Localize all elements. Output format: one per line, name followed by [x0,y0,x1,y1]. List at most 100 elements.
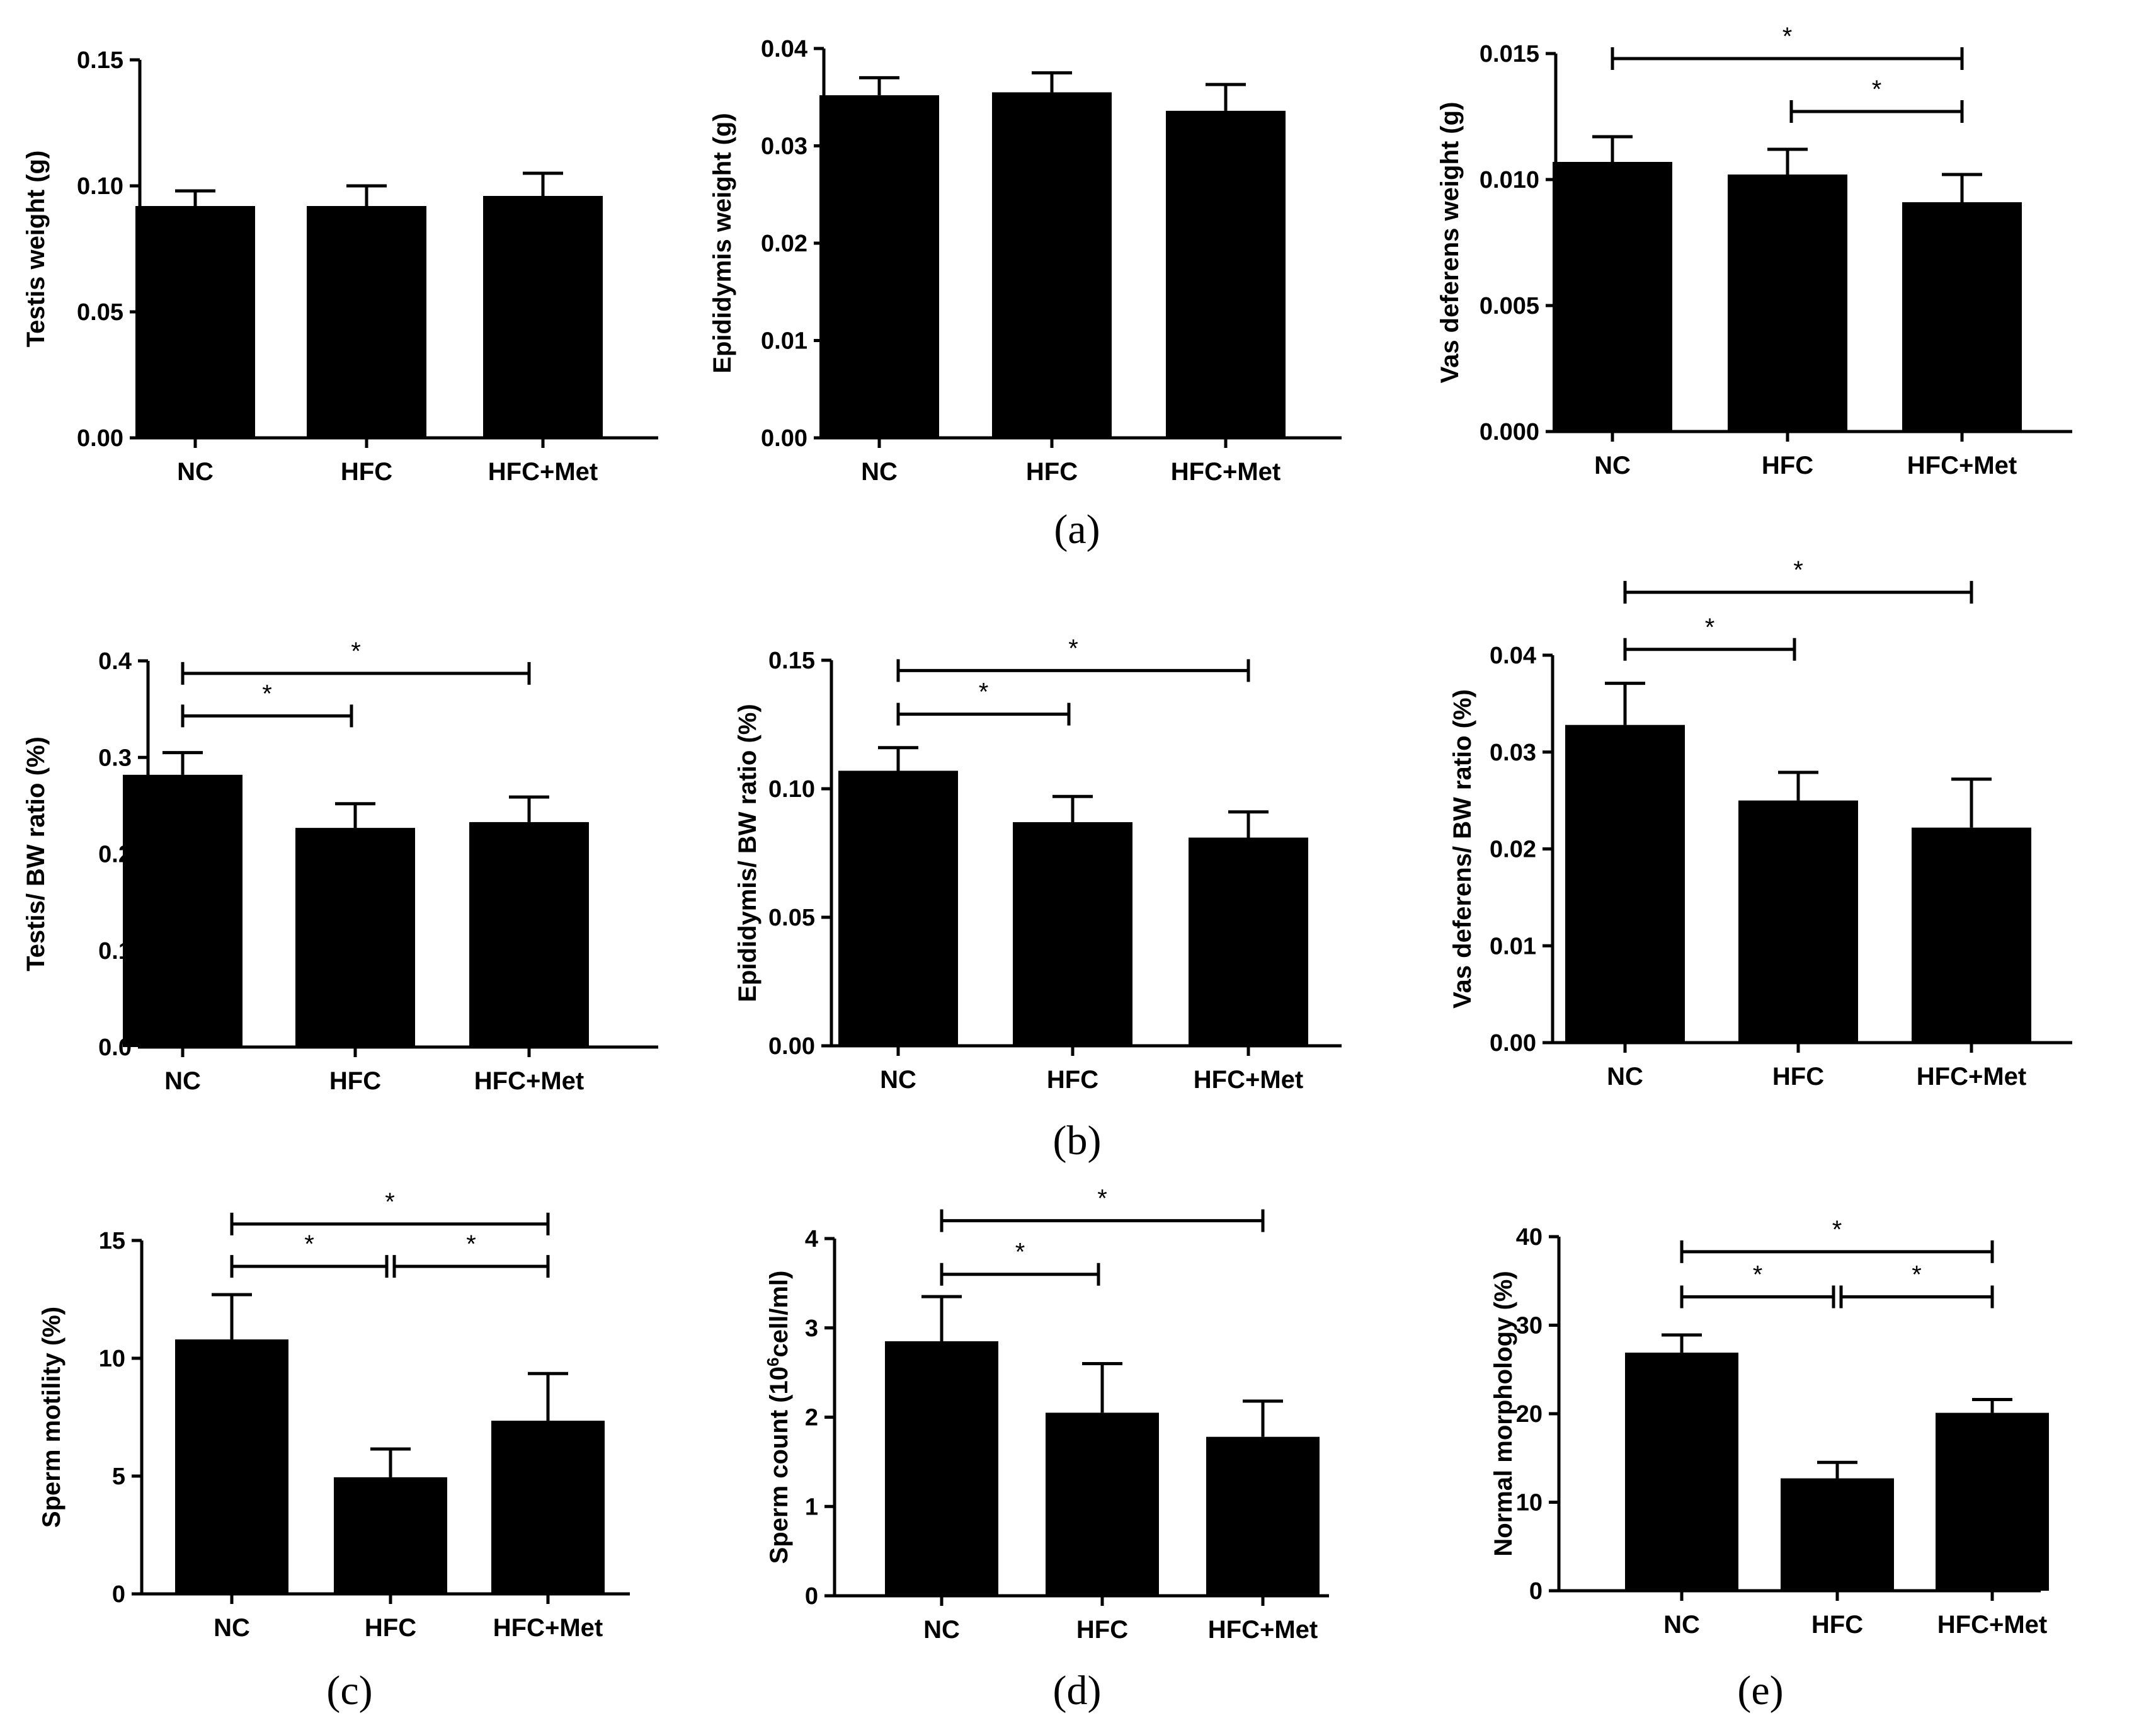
error-bar [1778,770,1818,801]
error-bar [1972,1398,2012,1413]
chart-epididymis-weight: 0.00 0.01 0.02 0.03 0.04 NC HFC HFC+Met Epididym… [709,36,1342,486]
significance-bracket [1623,638,1796,661]
bar-HFC+Met [1936,1412,2049,1591]
chart-normal-morphology: 0 10 20 30 40 NC HFC HFC+Met Normal morphology (… [1490,1216,2049,1639]
panel-label-e: (e) [1737,1668,1783,1714]
significance-bracket [1839,1285,1994,1309]
error-bar [1032,71,1072,93]
significance-bracket [1680,1285,1835,1309]
bar-NC [819,95,939,438]
y-tick-label: 0 [1529,1578,1543,1605]
significance-star: * [304,1230,314,1258]
y-tick-label: 0 [805,1583,818,1610]
significance-bracket [1611,47,1964,70]
y-tick-label: 10 [99,1346,125,1372]
y-tick-label: 0.15 [77,47,123,74]
bar-NC [1553,162,1672,432]
y-tick-label: 0.04 [1490,643,1536,669]
bar-HFC [1013,822,1132,1046]
y-tick-label: 0.000 [1480,419,1539,445]
error-bar [335,802,375,828]
x-tick-label: HFC [1026,458,1078,486]
significance-bracket [896,659,1250,682]
x-tick-label: HFC+Met [488,458,598,486]
y-tick-label: 0.05 [768,905,815,931]
y-axis-label: Sperm count (106cell/ml) [763,1271,793,1564]
y-tick-label: 0.10 [768,776,815,803]
bar-NC [123,774,242,1047]
error-bar [346,184,387,206]
y-tick-label: 4 [805,1226,818,1252]
significance-star: * [1753,1261,1763,1289]
y-tick-label: 10 [1516,1490,1543,1516]
y-tick-label: 0.00 [761,425,807,452]
significance-bracket [392,1255,550,1278]
y-tick-label: 0.00 [1490,1030,1536,1057]
x-tick-label: HFC [365,1614,416,1642]
y-axis-label: Testis/ BW ratio (%) [22,736,50,971]
error-bar [370,1447,411,1477]
x-tick-label: HFC [1047,1066,1098,1094]
x-tick-label: HFC+Met [1208,1616,1318,1644]
error-bar [1228,810,1269,838]
y-tick-label: 30 [1516,1313,1543,1339]
error-bar [175,189,215,206]
error-bar [1817,1460,1857,1479]
error-bar [1605,682,1645,725]
error-bar [1662,1333,1702,1353]
error-bar [1942,173,1982,202]
chart-sperm-motility: 0 5 10 15 NC HFC HFC+Met Sperm motility (%) * * * [38,1188,630,1642]
x-tick-label: HFC [1811,1611,1863,1639]
error-bar [1767,147,1808,175]
y-axis-label: Sperm motility (%) [38,1307,66,1528]
error-bar [859,76,899,96]
y-axis-label: Epididymis weight (g) [709,113,736,373]
x-tick-label: HFC [1772,1063,1824,1091]
significance-star: * [1068,634,1078,662]
y-tick-label: 20 [1516,1401,1543,1428]
y-tick-label: 0.01 [761,328,807,355]
x-tick-label: NC [861,458,898,486]
error-bar [1206,83,1246,111]
error-bar [921,1295,962,1342]
y-tick-label: 0.03 [1490,740,1536,766]
bar-HFC [1738,800,1858,1043]
y-tick-label: 0.02 [1490,837,1536,863]
x-tick-label: HFC+Met [1907,452,2017,479]
bar-HFC+Met [483,196,603,438]
y-tick-label: 0.00 [77,425,123,452]
bar-HFC+Met [1206,1436,1320,1596]
bar-HFC+Met [1166,110,1286,438]
y-tick-label: 15 [99,1228,125,1254]
y-tick-label: 0.4 [98,648,132,675]
panel-label-a: (a) [1054,507,1100,553]
chart-vas-deferens-bw-ratio: 0.00 0.01 0.02 0.03 0.04 NC HFC HFC+Met Vas defe… [1449,556,2072,1091]
y-tick-label: 0.015 [1480,41,1539,67]
significance-star: * [351,638,361,665]
error-bar [528,1372,568,1421]
x-tick-label: HFC+Met [474,1067,584,1095]
y-tick-label: 0.02 [761,231,807,257]
significance-star: * [979,679,989,706]
x-tick-label: HFC [329,1067,381,1095]
x-tick-label: NC [1607,1063,1643,1091]
bar-HFC+Met [491,1421,605,1594]
bar-HFC+Met [1902,202,2022,432]
significance-bracket [1789,100,1964,123]
chart-vas-deferens-weight: 0.000 0.005 0.010 0.015 NC HFC HFC+Met Vas defe… [1436,23,2072,479]
x-tick-label: NC [177,458,214,486]
bar-HFC+Met [1912,827,2031,1043]
charts-layer: 0.00 0.05 0.10 0.15 NC HFC HFC+Met Testis weigh… [22,23,2072,1644]
panel-label-b: (b) [1053,1118,1102,1164]
chart-testis-weight: 0.00 0.05 0.10 0.15 NC HFC HFC+Met Testis weigh… [22,47,658,486]
y-axis-label: Vas deferens/ BW ratio (%) [1449,689,1476,1009]
y-tick-label: 0 [112,1581,125,1608]
x-tick-label: HFC+Met [493,1614,603,1642]
error-bar [1951,777,1992,828]
y-tick-label: 2 [805,1405,818,1431]
y-tick-label: 0.10 [77,173,123,200]
y-tick-label: 1 [805,1494,818,1520]
y-tick-label: 0.010 [1480,167,1539,193]
x-tick-label: HFC [1762,452,1813,479]
